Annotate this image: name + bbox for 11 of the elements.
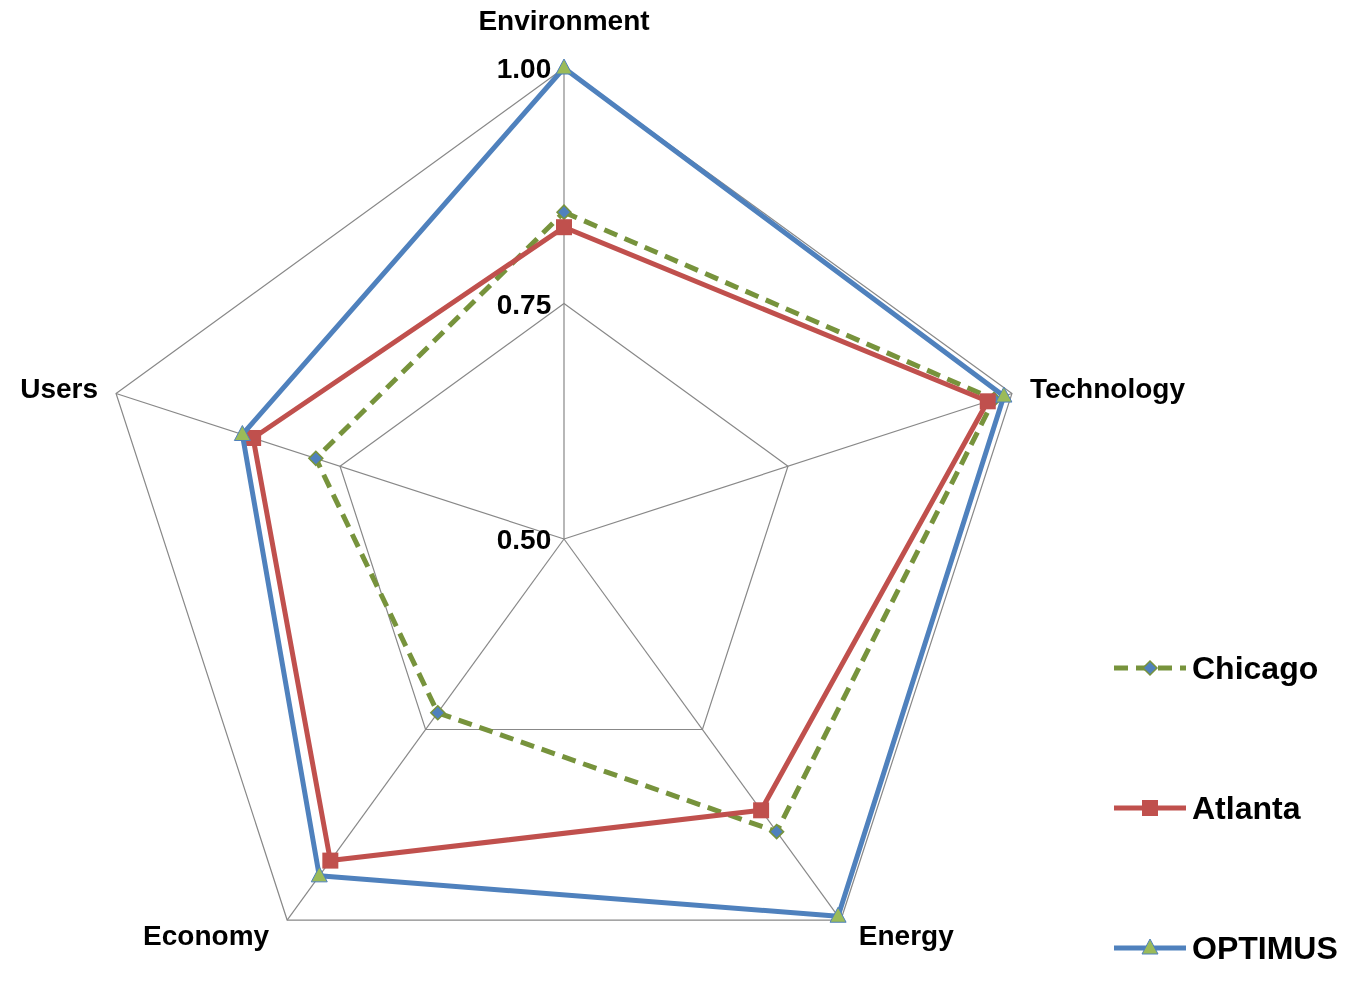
legend-label: OPTIMUS bbox=[1192, 930, 1338, 966]
spoke-label: Environment bbox=[478, 5, 650, 36]
y-tick-label: 0.50 bbox=[496, 524, 552, 555]
legend-label: Atlanta bbox=[1192, 790, 1301, 826]
spoke-label: Users bbox=[20, 373, 99, 405]
spoke-label: Technology bbox=[1029, 373, 1186, 405]
spoke-label: Energy bbox=[858, 920, 955, 952]
y-tick-label: 0.75 bbox=[496, 288, 552, 320]
y-tick-label: 1.00 bbox=[496, 53, 552, 84]
spoke-label: Economy bbox=[143, 920, 270, 952]
legend-label: Chicago bbox=[1192, 650, 1319, 686]
